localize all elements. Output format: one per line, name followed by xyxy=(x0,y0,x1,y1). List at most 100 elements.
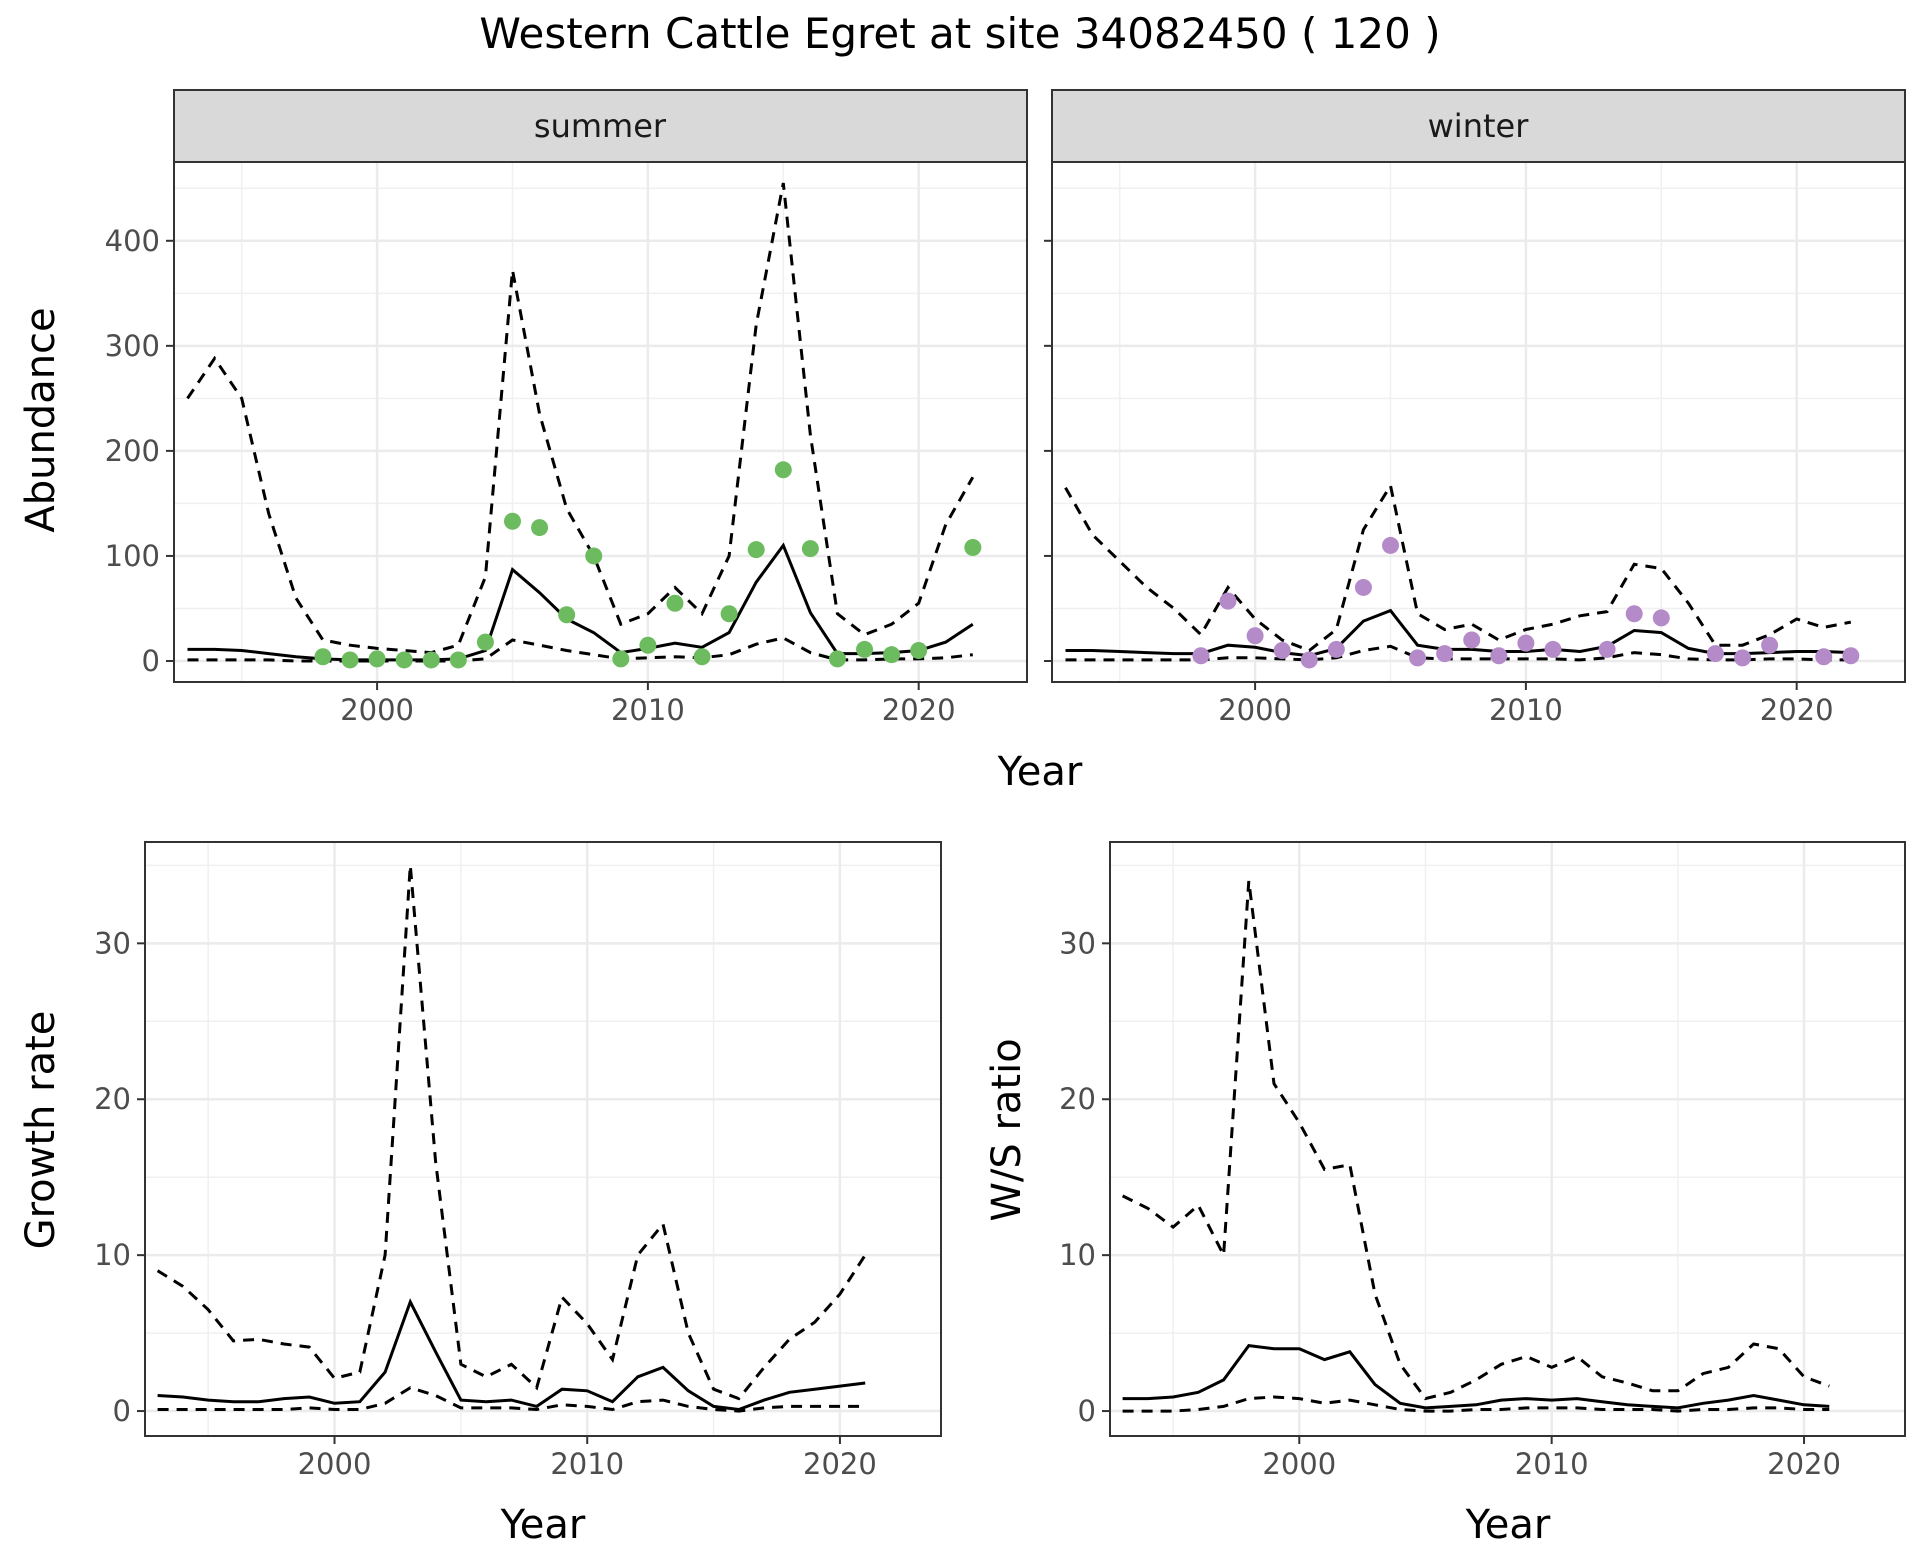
observed-point xyxy=(314,648,332,666)
x-tick-label: 2020 xyxy=(882,693,956,727)
observed-point xyxy=(341,651,359,669)
observed-point xyxy=(1842,647,1860,665)
observed-point xyxy=(666,594,684,612)
observed-point xyxy=(1517,634,1535,652)
plot-area-ws-ratio: 2000 2010 2020 0 10 20 30 xyxy=(1059,841,1906,1481)
observed-point xyxy=(828,650,846,668)
x-tick-label: 2020 xyxy=(803,1447,877,1481)
observed-point xyxy=(747,541,765,559)
x-axis-title-ratio: Year xyxy=(1465,1502,1551,1548)
observed-point xyxy=(1706,645,1724,663)
plot-area-winter: 2000 2010 2020 xyxy=(1044,161,1906,727)
x-tick-label: 2010 xyxy=(611,693,685,727)
upper-bound-line xyxy=(156,865,867,1401)
panel-summer: summer 2000 2010 2020 0 100 200 300 400 xyxy=(105,89,1028,727)
observed-point xyxy=(1354,578,1372,596)
observed-point xyxy=(1544,640,1562,658)
observed-point xyxy=(1273,641,1291,659)
y-tick-label: 300 xyxy=(105,329,160,363)
y-axis-title-ws-ratio: W/S ratio xyxy=(984,1038,1030,1221)
strip-summer xyxy=(173,89,1028,163)
observed-point xyxy=(856,640,874,658)
observed-point xyxy=(1327,640,1345,658)
lower-bound-line xyxy=(157,1386,866,1413)
observed-point xyxy=(1761,636,1779,654)
data-layer xyxy=(186,182,982,669)
y-tick-label: 100 xyxy=(105,539,160,573)
panel-ws-ratio: 2000 2010 2020 0 10 20 30 xyxy=(1059,841,1906,1481)
panel-border xyxy=(144,841,942,1437)
y-tick-label: 10 xyxy=(94,1238,131,1272)
panel-border xyxy=(1051,161,1906,683)
observed-point xyxy=(1436,645,1454,663)
plot-background xyxy=(145,842,941,1436)
observed-point xyxy=(801,540,819,558)
observed-point xyxy=(503,512,521,530)
x-tick-label: 2000 xyxy=(1218,693,1292,727)
x-tick-label: 2010 xyxy=(1515,1447,1589,1481)
y-tick-label: 20 xyxy=(1059,1082,1096,1116)
observed-point xyxy=(1409,649,1427,667)
upper-bound-line xyxy=(1064,481,1852,653)
observed-point xyxy=(585,547,603,565)
observed-point xyxy=(1815,648,1833,666)
observed-point xyxy=(774,461,792,479)
observed-point xyxy=(1219,592,1237,610)
panel-winter: winter 2000 2010 2020 xyxy=(1044,89,1906,727)
plot-background xyxy=(174,162,1027,682)
panel-growth-rate: 2000 2010 2020 0 10 20 30 xyxy=(94,841,942,1481)
y-tick-label: 30 xyxy=(1059,926,1096,960)
upper-bound-line xyxy=(186,182,975,655)
observed-point xyxy=(395,651,413,669)
observed-point xyxy=(720,605,738,623)
estimate-line xyxy=(157,1298,866,1412)
x-tick-label: 2000 xyxy=(340,693,414,727)
observed-point xyxy=(1652,609,1670,627)
plot-background xyxy=(1052,162,1905,682)
chart-title: Western Cattle Egret at site 34082450 ( … xyxy=(479,9,1440,58)
estimate-line xyxy=(1122,1344,1830,1410)
x-axis-title-top: Year xyxy=(997,749,1083,795)
x-tick-label: 2010 xyxy=(550,1447,624,1481)
x-tick-label: 2020 xyxy=(1760,693,1834,727)
x-tick-label: 2020 xyxy=(1767,1447,1841,1481)
observed-point xyxy=(476,633,494,651)
strip-label-summer: summer xyxy=(534,107,667,145)
strip-label-winter: winter xyxy=(1428,107,1530,145)
observed-point xyxy=(1490,647,1508,665)
y-tick-label: 20 xyxy=(94,1082,131,1116)
observed-point xyxy=(910,641,928,659)
panel-border xyxy=(1109,841,1906,1437)
y-axis-title-abundance: Abundance xyxy=(18,307,64,532)
data-layer xyxy=(156,865,867,1413)
observed-point xyxy=(693,648,711,666)
plot-area-growth-rate: 2000 2010 2020 0 10 20 30 xyxy=(94,841,942,1481)
observed-point xyxy=(639,636,657,654)
observed-point xyxy=(368,650,386,668)
observed-point xyxy=(422,651,440,669)
observed-point xyxy=(1598,640,1616,658)
observed-point xyxy=(612,650,630,668)
y-tick-label: 0 xyxy=(1078,1394,1096,1428)
y-tick-label: 0 xyxy=(142,644,160,678)
y-tick-label: 400 xyxy=(105,224,160,258)
observed-point xyxy=(531,519,549,537)
data-layer xyxy=(1121,880,1830,1413)
observed-point xyxy=(1381,536,1399,554)
observed-point xyxy=(558,606,576,624)
observed-point xyxy=(449,651,467,669)
strip-winter xyxy=(1051,89,1906,163)
y-tick-label: 30 xyxy=(94,926,131,960)
observed-point xyxy=(964,539,982,557)
data-layer xyxy=(1064,481,1860,669)
x-tick-label: 2000 xyxy=(298,1447,372,1481)
observed-point xyxy=(1192,647,1210,665)
y-tick-label: 200 xyxy=(105,434,160,468)
y-tick-label: 0 xyxy=(113,1394,131,1428)
observed-point xyxy=(1246,627,1264,645)
x-tick-label: 2010 xyxy=(1489,693,1563,727)
observed-point xyxy=(883,646,901,664)
panel-border xyxy=(173,161,1028,683)
plot-background xyxy=(1110,842,1905,1436)
